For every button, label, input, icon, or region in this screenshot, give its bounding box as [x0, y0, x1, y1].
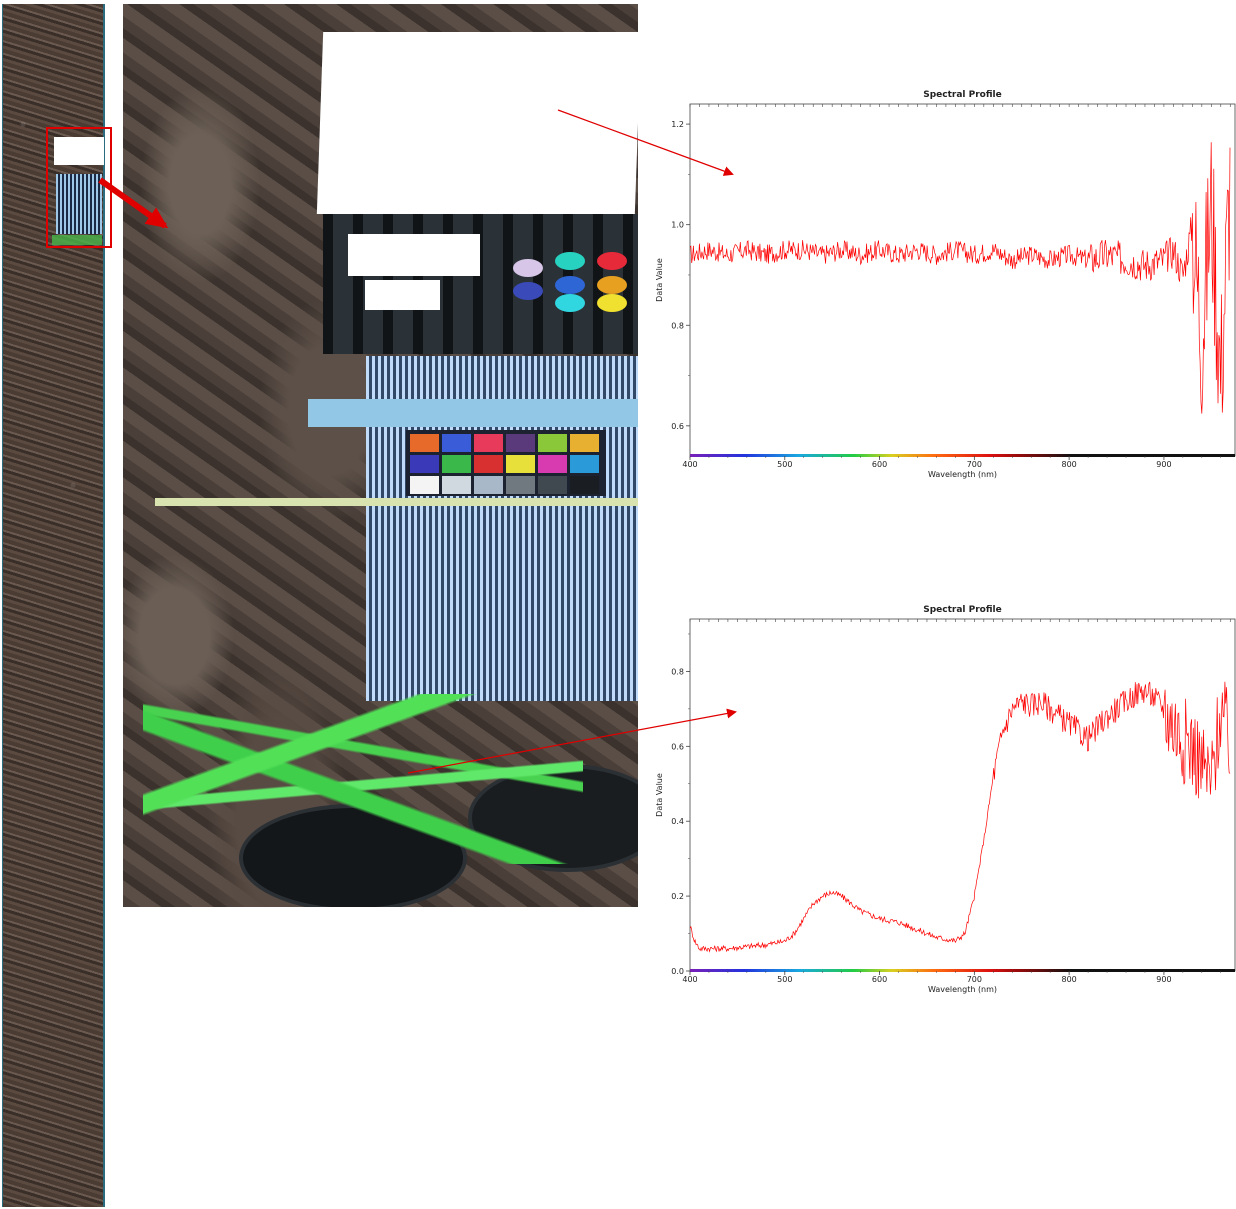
x-tick-label: 600 — [872, 975, 887, 984]
reference-panel-thumb — [54, 137, 104, 165]
y-tick-label: 0.6 — [671, 742, 684, 751]
color-chip — [597, 276, 627, 294]
zoomed-scene-image — [123, 4, 638, 907]
color-chip — [513, 282, 543, 300]
x-tick-label: 800 — [1061, 975, 1076, 984]
plant-thumb — [52, 235, 102, 245]
x-tick-label: 400 — [682, 975, 697, 984]
white-tile-small — [365, 280, 440, 310]
y-tick-label: 0.8 — [671, 321, 684, 330]
chart-title: Spectral Profile — [923, 605, 1001, 615]
x-tick-label: 900 — [1156, 460, 1171, 469]
x-tick-label: 500 — [777, 975, 792, 984]
x-axis-label: Wavelength (nm) — [928, 470, 997, 479]
spectral-series-line — [689, 681, 1231, 953]
x-tick-label: 700 — [967, 975, 982, 984]
y-tick-label: 0.0 — [671, 967, 684, 976]
x-tick-label: 500 — [777, 460, 792, 469]
plant-leaves — [143, 694, 583, 864]
y-axis-label: Data Value — [655, 258, 664, 302]
selected-region-box — [46, 127, 112, 248]
chart-title: Spectral Profile — [923, 90, 1001, 100]
y-axis-label: Data Value — [655, 773, 664, 817]
white-reference-panel — [316, 32, 638, 214]
color-chip — [513, 259, 543, 277]
spectral-series-line — [689, 142, 1231, 414]
y-tick-label: 1.2 — [671, 120, 684, 129]
y-tick-label: 0.6 — [671, 422, 684, 431]
color-chip — [555, 294, 585, 312]
x-tick-label: 600 — [872, 460, 887, 469]
color-chip — [555, 276, 585, 294]
wavelength-color-bar — [690, 454, 1235, 457]
y-tick-label: 0.2 — [671, 892, 684, 901]
x-tick-label: 900 — [1156, 975, 1171, 984]
wavelength-color-bar — [690, 969, 1235, 972]
spectral-profile-chart-reference: Spectral Profile 400 500 600 700 800 900 0.6 0.8… — [655, 90, 1236, 479]
y-tick-label: 0.8 — [671, 667, 684, 676]
color-chip — [597, 294, 627, 312]
grid-board-thumb — [56, 174, 102, 234]
color-chip — [555, 252, 585, 270]
white-tile-large — [348, 234, 480, 276]
spectral-profile-chart-plant: Spectral Profile 400 500 600 700 800 900 0.0 0.2… — [655, 605, 1236, 994]
plot-frame — [689, 103, 1236, 457]
x-tick-label: 400 — [682, 460, 697, 469]
color-chip — [597, 252, 627, 270]
x-axis-label: Wavelength (nm) — [928, 985, 997, 994]
color-checker — [406, 430, 606, 496]
measuring-stick — [155, 498, 638, 506]
plot-frame — [689, 618, 1236, 972]
y-tick-label: 0.4 — [671, 817, 684, 826]
blue-ruler — [308, 399, 638, 427]
x-tick-label: 700 — [967, 460, 982, 469]
x-tick-label: 800 — [1061, 460, 1076, 469]
y-tick-label: 1.0 — [671, 221, 684, 230]
